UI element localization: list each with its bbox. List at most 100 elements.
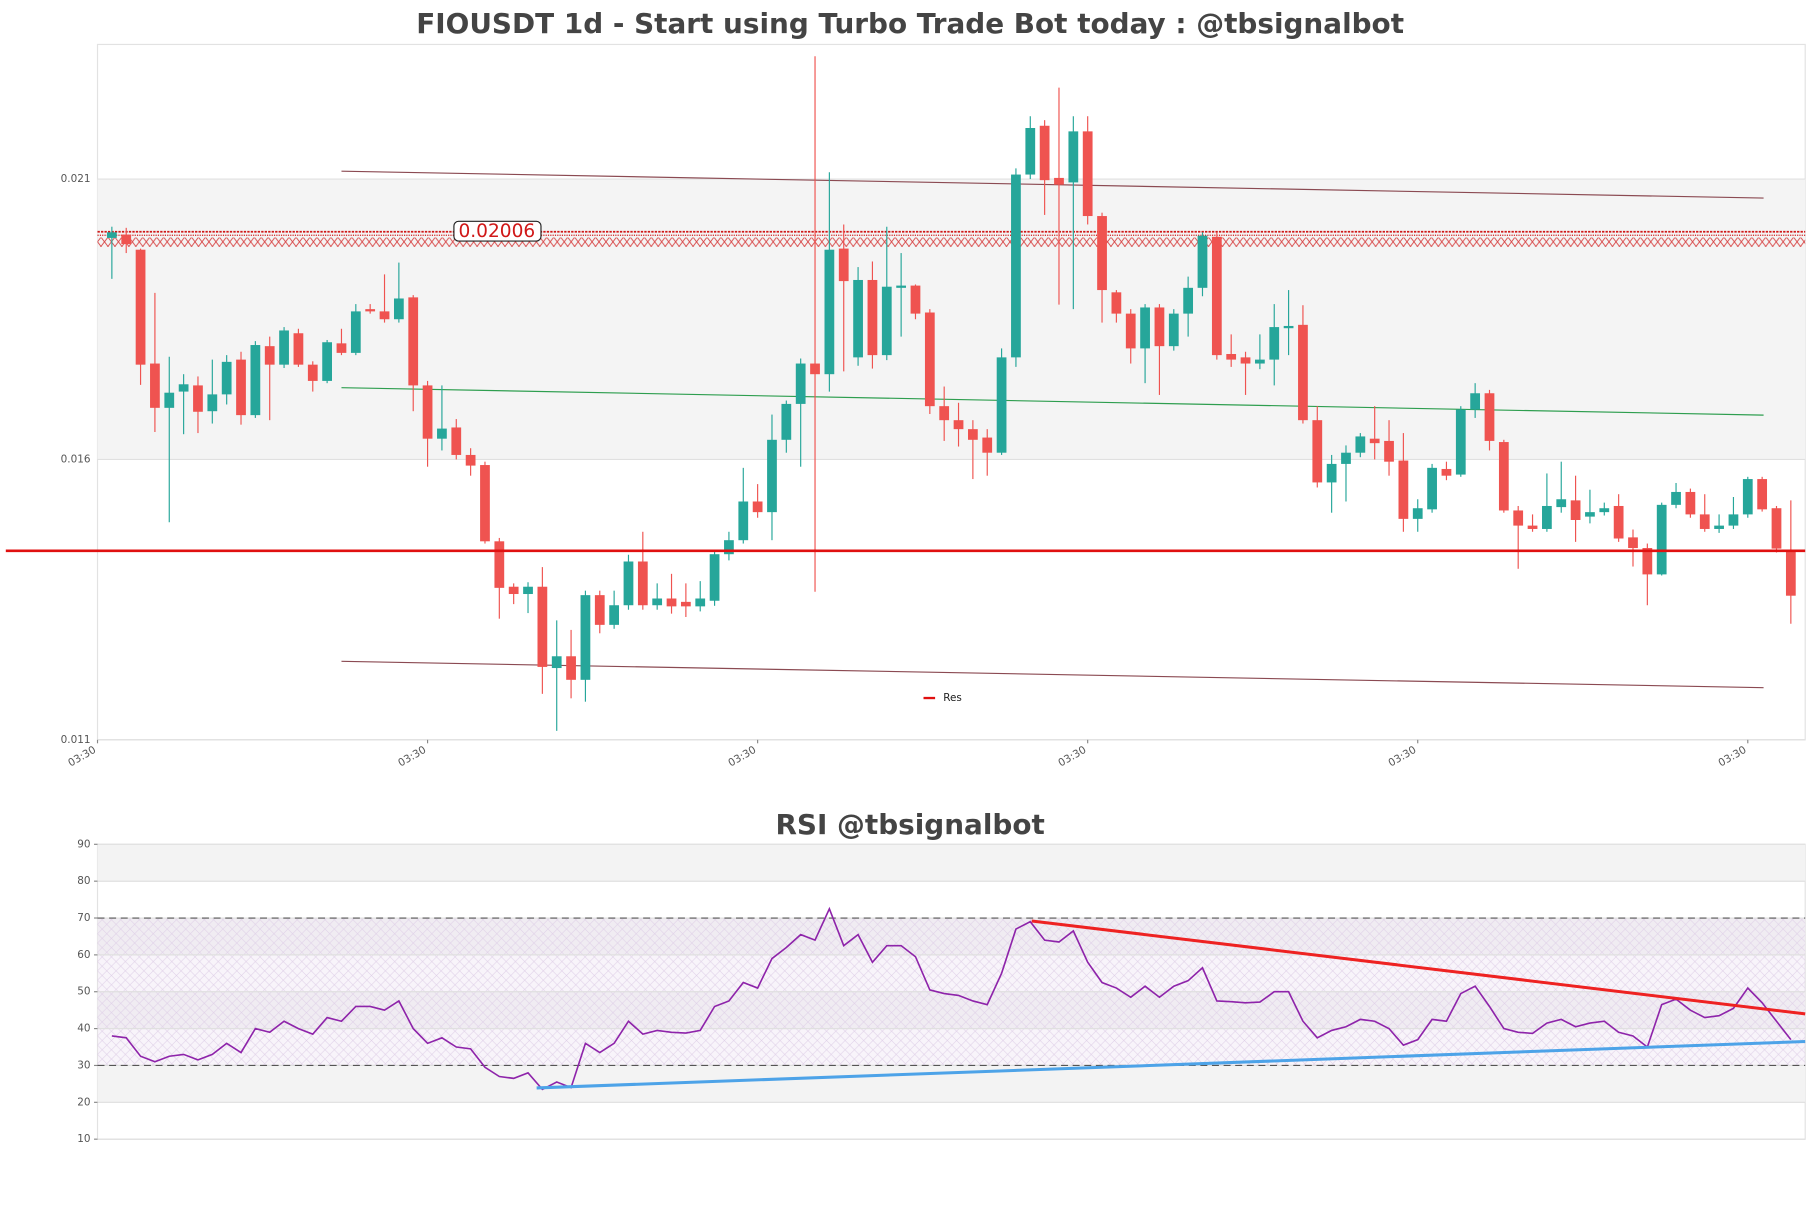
candle-body [508, 586, 519, 595]
x-tick-label: 03:30 [66, 744, 98, 769]
candle-body [1097, 216, 1107, 291]
x-tick-label: 03:30 [726, 744, 758, 769]
candle-body [910, 285, 921, 314]
candle-body [1484, 393, 1495, 441]
candle-body [867, 279, 878, 356]
candle-body [494, 541, 505, 588]
y-tick-label: 80 [77, 875, 90, 887]
candle-body [207, 394, 218, 412]
zone-label: 0.02006 [458, 221, 535, 242]
candle-body [680, 601, 691, 607]
candle-body [1384, 440, 1394, 462]
candle-body [1427, 467, 1437, 510]
candle-body [221, 361, 232, 395]
y-tick-label: 70 [77, 912, 90, 924]
candle-body [1355, 436, 1366, 453]
candle-body [795, 363, 806, 404]
candle-body [178, 384, 189, 392]
candle-body [767, 439, 777, 513]
candle-body [1341, 452, 1351, 464]
candle-body [609, 605, 620, 625]
y-tick-label: 50 [77, 986, 90, 998]
candle-body [1125, 313, 1136, 349]
candle-body [135, 249, 146, 365]
candle-body [1685, 491, 1696, 515]
candle-body [422, 385, 433, 439]
candle-body [1025, 128, 1036, 175]
candle-body [896, 285, 907, 288]
candle-body [365, 309, 376, 312]
candle-body [1728, 514, 1739, 526]
candle-body [1599, 508, 1610, 513]
candle-body [1671, 491, 1681, 505]
rsi-title: RSI @tbsignalbot [775, 808, 1044, 841]
candle-body [1111, 292, 1122, 314]
candle-body [752, 501, 763, 513]
candle-body [322, 342, 332, 381]
price-chart: 0.011 0.016 0.021 0.02006 Res 03:30 03:30 03:30… [5, 43, 1806, 769]
candle-body [451, 427, 462, 455]
candle-body [1771, 508, 1782, 549]
candle-body [652, 598, 663, 606]
candle-body [939, 406, 950, 421]
candle-body [781, 403, 792, 440]
y-tick-label: 40 [77, 1023, 90, 1035]
candle-body [1326, 463, 1337, 483]
candle-body [437, 428, 447, 439]
candle-body [1054, 177, 1064, 185]
x-tick-label: 03:30 [1716, 744, 1748, 769]
candle-body [1613, 505, 1624, 539]
candle-body [1513, 510, 1524, 526]
candle-body [1140, 307, 1150, 349]
candle-body [1183, 287, 1194, 314]
candle-body [566, 656, 576, 680]
candle-body [236, 359, 246, 416]
candle-body [982, 437, 993, 453]
candle-body [1542, 505, 1552, 529]
candle-body [551, 656, 562, 669]
candle-body [1714, 525, 1724, 529]
candle-body [1369, 438, 1380, 444]
candle-body [1656, 504, 1667, 575]
band [97, 1065, 1806, 1103]
candle-body [1168, 313, 1179, 347]
candle-body [523, 586, 533, 595]
candle-body [1455, 409, 1466, 475]
candle-body [1154, 307, 1165, 347]
rsi-line [111, 906, 1792, 1091]
candle-body [1585, 512, 1595, 517]
y-tick-label: 60 [77, 949, 90, 961]
candle-body [279, 330, 289, 365]
candle-body [1570, 500, 1581, 520]
candle-body [193, 385, 203, 412]
candle-body [293, 333, 304, 365]
chart-title: FIOUSDT 1d - Start using Turbo Trade Bot… [416, 7, 1404, 40]
candle-body [1441, 468, 1452, 476]
candle-body [1211, 236, 1222, 356]
x-tick-label: 03:30 [1056, 744, 1088, 769]
candle-body [1556, 499, 1567, 508]
candle-body [1742, 479, 1753, 515]
candle-body [1412, 508, 1423, 519]
candle-body [810, 363, 820, 375]
candle-body [537, 586, 548, 667]
candle-body [1068, 131, 1079, 183]
y-tick-label: 30 [77, 1059, 90, 1071]
band [97, 844, 1806, 882]
candle-body [1498, 442, 1509, 511]
x-tick-label: 03:30 [1386, 744, 1418, 769]
candle-body [1628, 537, 1638, 549]
candle-body [307, 364, 318, 381]
trend-line [1031, 919, 1806, 1016]
candle-body [1226, 354, 1237, 360]
rsi-chart: 10 20 30 40 50 60 70 80 90 [77, 838, 1806, 1145]
candle-body [1699, 514, 1710, 529]
y-tick-label: 0.011 [61, 734, 91, 746]
candle-body [838, 248, 849, 282]
candle-body [1255, 359, 1265, 364]
candle-body [953, 420, 964, 430]
candle-body [853, 279, 863, 358]
zone-band [97, 237, 1806, 247]
candle-body [695, 598, 706, 607]
